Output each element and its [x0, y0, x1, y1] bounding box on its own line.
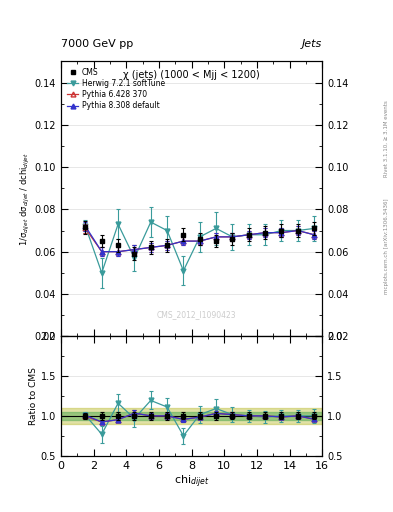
X-axis label: chi$_{dijet}$: chi$_{dijet}$ [174, 473, 209, 489]
Bar [61, 412, 322, 420]
Bar [61, 408, 322, 424]
Legend: CMS, Herwig 7.2.1 softTune, Pythia 6.428 370, Pythia 8.308 default: CMS, Herwig 7.2.1 softTune, Pythia 6.428… [65, 65, 167, 113]
Text: Jets: Jets [302, 38, 322, 49]
Y-axis label: 1/σ$_{dijet}$ dσ$_{dijet}$ / dchi$_{dijet}$: 1/σ$_{dijet}$ dσ$_{dijet}$ / dchi$_{dije… [19, 152, 32, 246]
Text: CMS_2012_I1090423: CMS_2012_I1090423 [157, 310, 237, 319]
Text: mcplots.cern.ch [arXiv:1306.3436]: mcplots.cern.ch [arXiv:1306.3436] [384, 198, 389, 293]
Text: χ (jets) (1000 < Mjj < 1200): χ (jets) (1000 < Mjj < 1200) [123, 70, 260, 80]
Y-axis label: Ratio to CMS: Ratio to CMS [29, 367, 38, 425]
Text: 7000 GeV pp: 7000 GeV pp [61, 38, 133, 49]
Text: Rivet 3.1.10, ≥ 3.1M events: Rivet 3.1.10, ≥ 3.1M events [384, 100, 389, 177]
